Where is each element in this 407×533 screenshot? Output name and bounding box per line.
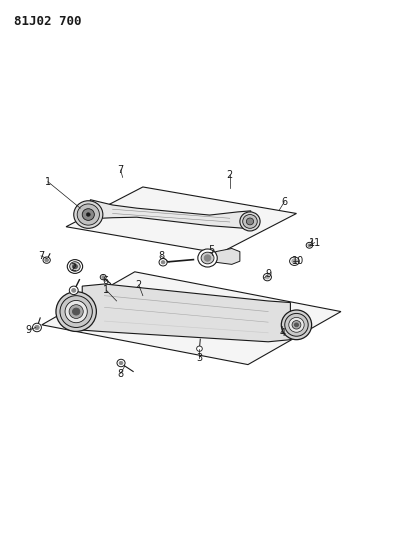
Ellipse shape <box>292 320 301 329</box>
Polygon shape <box>90 200 251 229</box>
Ellipse shape <box>281 310 312 340</box>
Ellipse shape <box>35 325 39 329</box>
Ellipse shape <box>197 346 202 351</box>
Text: 10: 10 <box>292 256 304 266</box>
Text: 5: 5 <box>208 245 215 255</box>
Ellipse shape <box>201 252 214 264</box>
Ellipse shape <box>289 317 304 332</box>
Polygon shape <box>42 272 341 365</box>
Polygon shape <box>82 284 291 342</box>
Text: 8: 8 <box>158 251 164 261</box>
Ellipse shape <box>263 273 271 281</box>
Ellipse shape <box>86 213 90 216</box>
Text: 4: 4 <box>279 328 285 338</box>
Text: 6: 6 <box>281 197 287 207</box>
Ellipse shape <box>246 218 254 225</box>
Text: 11: 11 <box>309 238 321 248</box>
Ellipse shape <box>74 201 103 228</box>
Ellipse shape <box>45 259 48 262</box>
Text: 3: 3 <box>197 353 203 362</box>
Text: 7: 7 <box>118 165 124 175</box>
Ellipse shape <box>67 260 83 273</box>
Ellipse shape <box>265 275 269 279</box>
Ellipse shape <box>243 215 257 228</box>
Text: 9: 9 <box>26 325 32 335</box>
Ellipse shape <box>100 274 106 280</box>
Ellipse shape <box>43 257 50 263</box>
Ellipse shape <box>159 259 167 266</box>
Ellipse shape <box>72 264 77 269</box>
Ellipse shape <box>198 249 217 267</box>
Text: 7: 7 <box>38 251 44 261</box>
Ellipse shape <box>70 262 80 271</box>
Ellipse shape <box>117 359 125 367</box>
Ellipse shape <box>306 243 313 248</box>
Ellipse shape <box>292 259 297 264</box>
Text: 1: 1 <box>103 285 109 295</box>
Text: 81J02 700: 81J02 700 <box>13 14 81 28</box>
Ellipse shape <box>82 209 94 220</box>
Ellipse shape <box>294 323 298 327</box>
Text: 2: 2 <box>227 171 233 180</box>
Text: 6: 6 <box>103 276 109 286</box>
Ellipse shape <box>285 313 308 336</box>
Polygon shape <box>216 248 240 264</box>
Ellipse shape <box>119 361 123 365</box>
Polygon shape <box>66 187 296 253</box>
Ellipse shape <box>240 212 260 231</box>
Text: 9: 9 <box>265 270 271 279</box>
Text: 2: 2 <box>136 280 142 290</box>
Ellipse shape <box>102 276 105 278</box>
Ellipse shape <box>60 296 92 327</box>
Ellipse shape <box>65 301 87 322</box>
Text: 8: 8 <box>118 369 124 378</box>
Ellipse shape <box>161 261 165 264</box>
Text: 2: 2 <box>70 263 77 272</box>
Ellipse shape <box>69 286 78 295</box>
Ellipse shape <box>33 323 42 332</box>
Ellipse shape <box>56 292 96 332</box>
Ellipse shape <box>69 305 83 318</box>
Ellipse shape <box>72 308 80 315</box>
Ellipse shape <box>77 204 99 225</box>
Ellipse shape <box>72 288 76 292</box>
Ellipse shape <box>204 255 211 261</box>
Ellipse shape <box>290 257 299 265</box>
Ellipse shape <box>308 244 311 247</box>
Text: 1: 1 <box>45 176 51 187</box>
